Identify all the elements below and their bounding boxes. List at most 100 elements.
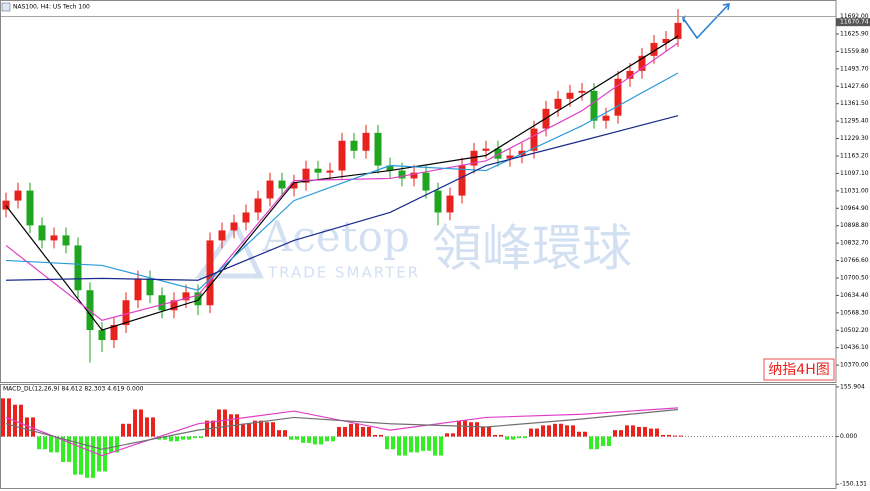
macd-bar: [541, 425, 545, 437]
macd-bar: [373, 434, 377, 437]
y-tick-label: 10964.90: [840, 205, 869, 212]
candle-body: [326, 170, 334, 173]
y-tick-label: 11031.00: [840, 187, 869, 194]
candle-body: [458, 165, 466, 196]
macd-bar: [631, 425, 635, 437]
candle-body: [362, 132, 370, 151]
macd-bar: [613, 430, 617, 437]
macd-bar: [391, 436, 395, 450]
candle-body: [314, 168, 322, 173]
macd-bar: [55, 436, 59, 453]
y-tick-label: 10898.80: [840, 222, 869, 229]
candle-body: [350, 140, 358, 151]
macd-bar: [379, 434, 383, 437]
candle-body: [146, 278, 154, 296]
macd-bar: [199, 436, 203, 439]
candle-body: [38, 225, 46, 241]
macd-bar: [343, 426, 347, 437]
candle-body: [446, 195, 454, 213]
watermark-brand: Acetop: [261, 212, 410, 261]
macd-bar: [673, 435, 677, 437]
macd-bar: [409, 436, 413, 453]
candle-body: [602, 115, 610, 121]
y-tick-label: 11097.10: [840, 170, 869, 177]
macd-bar: [445, 433, 449, 437]
annotation: 纳指4H图: [768, 362, 829, 378]
macd-bar: [637, 426, 641, 437]
macd-bar: [583, 431, 587, 437]
y-tick-label: 11493.70: [840, 65, 869, 72]
candle-body: [566, 92, 574, 99]
y-tick-label: 11625.90: [840, 30, 869, 37]
candle-body: [110, 325, 118, 341]
macd-bar: [313, 436, 317, 445]
y-tick-label: 11361.50: [840, 100, 869, 107]
macd-bar: [601, 436, 605, 447]
candle-body: [410, 172, 418, 179]
macd-bar: [127, 423, 131, 437]
candle-body: [554, 98, 562, 109]
last-price-box: [836, 18, 870, 27]
macd-bar: [361, 426, 365, 437]
macd-bar: [667, 434, 671, 437]
macd-bar: [625, 425, 629, 437]
macd-bar: [139, 409, 143, 437]
candle-body: [62, 235, 70, 246]
macd-bar: [7, 398, 11, 437]
macd-bar: [109, 436, 113, 453]
macd-bar: [121, 423, 125, 437]
macd-bar: [337, 426, 341, 437]
macd-bar: [115, 436, 119, 453]
candle-body: [158, 295, 166, 311]
macd-bar: [1, 398, 5, 437]
macd-bar: [607, 436, 611, 447]
macd-bar: [421, 436, 425, 451]
macd-bar: [475, 422, 479, 437]
candle-body: [674, 22, 682, 39]
macd-bar: [367, 426, 371, 437]
macd-bar: [535, 428, 539, 437]
macd-bar: [577, 431, 581, 437]
macd-bar: [505, 436, 509, 440]
macd-bar: [547, 425, 551, 437]
macd-bar: [133, 409, 137, 437]
macd-bar: [493, 434, 497, 437]
candle-body: [290, 182, 298, 189]
macd-bar: [655, 428, 659, 437]
candle-body: [590, 90, 598, 121]
candle-body: [470, 150, 478, 166]
watermark-chinese: 領峰環球: [432, 220, 632, 278]
y-tick-label: 11229.30: [840, 135, 869, 142]
candle-body: [338, 140, 346, 171]
chart-title: NAS100, H4: US Tech 100: [13, 4, 90, 11]
indicator-line: [5, 72, 679, 291]
macd-bar: [349, 423, 353, 437]
y-tick-label: 10370.00: [840, 362, 869, 369]
macd-bar: [307, 436, 311, 443]
macd-bar: [295, 436, 299, 440]
y-tick-label: 10436.10: [840, 344, 869, 351]
macd-bar: [517, 436, 521, 439]
macd-bar: [397, 436, 401, 456]
candle-body: [206, 240, 214, 306]
macd-bar: [277, 430, 281, 437]
indicator-line: [5, 408, 679, 450]
y-tick-label: 155.904: [840, 383, 865, 390]
macd-bar: [169, 436, 173, 442]
macd-bar: [325, 436, 329, 442]
candle-body: [74, 245, 82, 291]
macd-bar: [19, 404, 23, 437]
candle-body: [98, 330, 106, 341]
candle-body: [638, 55, 646, 71]
macd-bar: [559, 423, 563, 437]
macd-bar: [319, 436, 323, 445]
macd-bar: [67, 436, 71, 462]
macd-bar: [403, 436, 407, 456]
candle-body: [302, 168, 310, 183]
watermark-logo: [195, 221, 264, 279]
macd-bar: [145, 417, 149, 437]
macd-bar: [415, 436, 419, 453]
y-tick-label: -150.131: [840, 481, 867, 488]
y-tick-label: 11559.80: [840, 48, 869, 55]
candle-body: [434, 190, 442, 213]
